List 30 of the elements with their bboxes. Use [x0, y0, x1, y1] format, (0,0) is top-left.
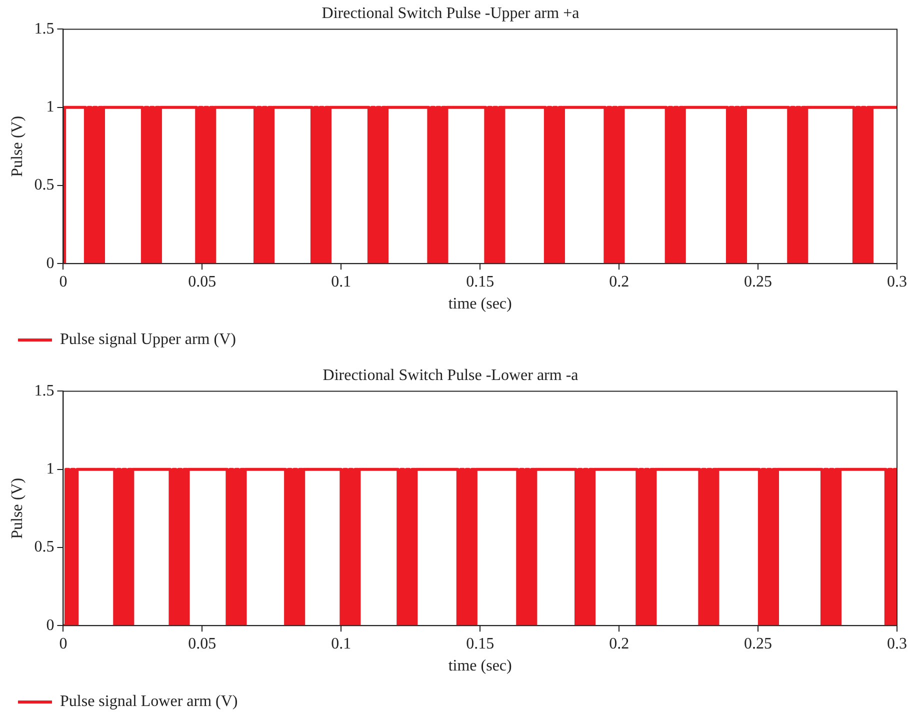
x-tick-label: 0.3	[887, 635, 907, 652]
y-axis-title: Pulse (V)	[8, 478, 26, 539]
x-tick-label: 0.2	[609, 635, 630, 652]
x-tick-label: 0	[59, 635, 68, 652]
x-tick-label: 0	[59, 273, 68, 290]
x-axis-title: time (sec)	[448, 296, 512, 313]
y-tick-label: 1.5	[34, 20, 54, 38]
x-tick-label: 0.15	[466, 635, 494, 652]
x-tick-label: 0.1	[331, 635, 352, 652]
x-tick-label: 0.25	[744, 635, 772, 652]
y-tick-label: 0	[46, 254, 54, 272]
x-tick-label: 0.1	[331, 273, 352, 290]
x-tick-label: 0.3	[887, 273, 907, 290]
x-tick-label: 0.05	[188, 273, 216, 290]
y-tick-label: 0.5	[34, 176, 54, 194]
y-tick-label: 0	[46, 616, 54, 634]
x-tick-label: 0.05	[188, 635, 216, 652]
y-tick-label: 0.5	[34, 538, 54, 556]
y-tick-label: 1	[46, 98, 54, 116]
x-tick-label: 0.15	[466, 273, 494, 290]
x-axis-title: time (sec)	[448, 658, 512, 675]
chart-title: Directional Switch Pulse -Lower arm -a	[322, 366, 578, 384]
x-tick-label: 0.2	[609, 273, 630, 290]
chart-title: Directional Switch Pulse -Upper arm +a	[322, 4, 580, 22]
y-axis-title: Pulse (V)	[8, 116, 26, 177]
legend-label: Pulse signal Lower arm (V)	[60, 693, 238, 710]
x-tick-label: 0.25	[744, 273, 772, 290]
y-tick-label: 1	[46, 460, 54, 478]
y-tick-label: 1.5	[34, 382, 54, 400]
legend-label: Pulse signal Upper arm (V)	[60, 331, 236, 348]
